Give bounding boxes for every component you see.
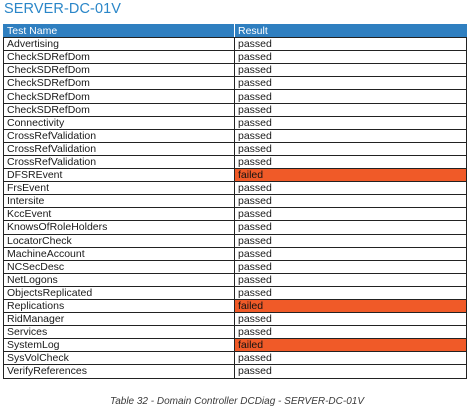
- result-cell: passed: [234, 50, 467, 65]
- test-name-cell: CheckSDRefDom: [3, 76, 235, 91]
- result-cell: passed: [234, 181, 467, 196]
- table-row: CheckSDRefDom passed: [3, 89, 467, 104]
- test-name-cell: Advertising: [3, 37, 235, 52]
- table-row: DFSREvent failed: [3, 168, 467, 183]
- table-row: ObjectsReplicated passed: [3, 285, 467, 300]
- result-cell: passed: [234, 259, 467, 274]
- table-row: FrsEvent passed: [3, 181, 467, 196]
- result-cell: passed: [234, 102, 467, 117]
- test-name-cell: Connectivity: [3, 115, 235, 130]
- table-row: Intersite passed: [3, 194, 467, 209]
- result-cell: passed: [234, 364, 467, 379]
- test-name-cell: KccEvent: [3, 207, 235, 222]
- table-row: CheckSDRefDom passed: [3, 102, 467, 117]
- test-name-cell: CrossRefValidation: [3, 141, 235, 156]
- result-cell: passed: [234, 312, 467, 327]
- column-header-test-name: Test Name: [3, 23, 235, 39]
- result-cell: passed: [234, 220, 467, 235]
- test-name-cell: RidManager: [3, 312, 235, 327]
- result-cell: passed: [234, 233, 467, 248]
- test-name-cell: Services: [3, 325, 235, 340]
- test-name-cell: SysVolCheck: [3, 351, 235, 366]
- result-cell: passed: [234, 194, 467, 209]
- test-name-cell: VerifyReferences: [3, 364, 235, 379]
- result-cell: passed: [234, 207, 467, 222]
- table-row: KnowsOfRoleHolders passed: [3, 220, 467, 235]
- test-name-cell: NetLogons: [3, 272, 235, 287]
- test-name-cell: ObjectsReplicated: [3, 285, 235, 300]
- test-name-cell: SystemLog: [3, 338, 235, 353]
- result-cell: passed: [234, 154, 467, 170]
- test-name-cell: CrossRefValidation: [3, 154, 235, 170]
- test-name-cell: MachineAccount: [3, 246, 235, 261]
- test-name-cell: Replications: [3, 298, 235, 314]
- test-name-cell: Intersite: [3, 194, 235, 209]
- test-name-cell: FrsEvent: [3, 181, 235, 196]
- table-row: CrossRefValidation passed: [3, 154, 467, 170]
- table-row: NCSecDesc passed: [3, 259, 467, 274]
- table-row: CheckSDRefDom passed: [3, 76, 467, 91]
- result-cell: passed: [234, 325, 467, 340]
- result-cell: passed: [234, 351, 467, 366]
- result-cell: passed: [234, 272, 467, 287]
- result-cell: failed: [234, 338, 467, 353]
- result-cell: passed: [234, 89, 467, 104]
- test-name-cell: CheckSDRefDom: [3, 63, 235, 78]
- result-cell: passed: [234, 246, 467, 261]
- result-cell: passed: [234, 115, 467, 130]
- table-row: CheckSDRefDom passed: [3, 50, 467, 65]
- table-header-row: Test Name Result: [3, 23, 467, 39]
- table-row: Connectivity passed: [3, 115, 467, 130]
- table-row: SystemLog failed: [3, 338, 467, 353]
- table-row: CrossRefValidation passed: [3, 128, 467, 143]
- test-name-cell: CrossRefValidation: [3, 128, 235, 143]
- result-cell: passed: [234, 63, 467, 78]
- table-row: RidManager passed: [3, 312, 467, 327]
- result-cell: failed: [234, 298, 467, 314]
- test-name-cell: DFSREvent: [3, 168, 235, 183]
- test-name-cell: LocatorCheck: [3, 233, 235, 248]
- table-row: Services passed: [3, 325, 467, 340]
- table-row: NetLogons passed: [3, 272, 467, 287]
- test-name-cell: NCSecDesc: [3, 259, 235, 274]
- page-title: SERVER-DC-01V: [4, 1, 122, 17]
- test-name-cell: KnowsOfRoleHolders: [3, 220, 235, 235]
- result-cell: passed: [234, 285, 467, 300]
- column-header-result: Result: [234, 23, 467, 39]
- test-name-cell: CheckSDRefDom: [3, 50, 235, 65]
- table-caption: Table 32 - Domain Controller DCDiag - SE…: [110, 396, 364, 407]
- table-row: SysVolCheck passed: [3, 351, 467, 366]
- test-name-cell: CheckSDRefDom: [3, 89, 235, 104]
- result-cell: passed: [234, 141, 467, 156]
- table-row: LocatorCheck passed: [3, 233, 467, 248]
- result-cell: passed: [234, 76, 467, 91]
- table-row: Replications failed: [3, 298, 467, 314]
- result-cell: passed: [234, 37, 467, 52]
- test-name-cell: CheckSDRefDom: [3, 102, 235, 117]
- result-cell: passed: [234, 128, 467, 143]
- table-body: Advertising passed CheckSDRefDom passed Chec…: [3, 37, 467, 379]
- table-row: CrossRefValidation passed: [3, 141, 467, 156]
- table-row: VerifyReferences passed: [3, 364, 467, 379]
- dcdiag-results-table: Test Name Result Advertising passed CheckS…: [3, 23, 467, 379]
- table-row: MachineAccount passed: [3, 246, 467, 261]
- table-row: Advertising passed: [3, 37, 467, 52]
- result-cell: failed: [234, 168, 467, 183]
- table-row: CheckSDRefDom passed: [3, 63, 467, 78]
- table-row: KccEvent passed: [3, 207, 467, 222]
